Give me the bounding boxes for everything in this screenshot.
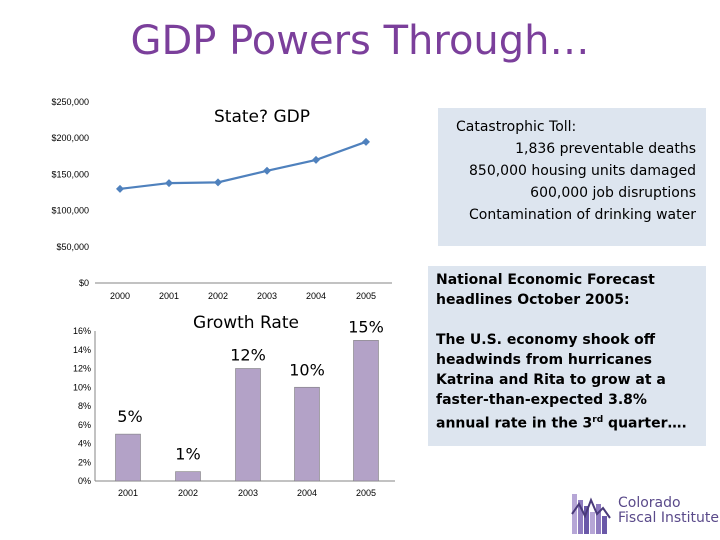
toll-heading: Catastrophic Toll: <box>456 119 577 135</box>
colorado-fiscal-institute-logo: Colorado Fiscal Institute <box>570 492 720 536</box>
forecast-body-sup: rd <box>592 415 604 425</box>
gdp-line-chart: State? GDP $0 $50,000 $100,000 $150,000 $200… <box>51 97 392 301</box>
toll-deaths: 1,836 preventable deaths <box>515 141 696 157</box>
growth-x-tick-label: 2005 <box>356 488 376 498</box>
growth-bar <box>353 340 379 482</box>
growth-data-label: 5% <box>117 407 142 426</box>
gdp-data-point <box>116 184 124 193</box>
growth-y-tick-label: 16% <box>73 326 91 336</box>
logo-text: Colorado Fiscal Institute <box>618 496 719 526</box>
gdp-data-point <box>214 178 222 187</box>
growth-x-tick-label: 2003 <box>238 488 258 498</box>
growth-chart-title: Growth Rate <box>193 313 299 333</box>
gdp-y-tick-label: $100,000 <box>51 206 89 216</box>
growth-y-tick-label: 6% <box>78 420 91 430</box>
gdp-x-tick-label: 2002 <box>208 291 228 301</box>
forecast-body-end: quarter…. <box>603 415 687 432</box>
forecast-body: The U.S. economy shook off headwinds fro… <box>436 330 700 434</box>
growth-data-label: 12% <box>230 346 266 365</box>
gdp-data-point <box>312 155 320 164</box>
growth-x-tick-label: 2002 <box>178 488 198 498</box>
slide-title: GDP Powers Through… <box>130 18 590 64</box>
growth-y-tick-label: 0% <box>78 476 91 486</box>
gdp-x-tick-label: 2004 <box>306 291 326 301</box>
gdp-data-point <box>263 166 271 175</box>
growth-y-tick-label: 10% <box>73 382 91 392</box>
growth-bar <box>294 386 320 482</box>
toll-housing: 850,000 housing units damaged <box>469 163 696 179</box>
forecast-heading: National Economic Forecast headlines Oct… <box>436 272 655 308</box>
growth-x-tick-label: 2001 <box>118 488 138 498</box>
gdp-y-tick-label: $0 <box>79 278 89 288</box>
growth-data-label: 15% <box>348 317 384 336</box>
forecast-body-text: The U.S. economy shook off headwinds fro… <box>436 332 666 432</box>
mountain-logo-icon <box>571 494 611 534</box>
gdp-x-tick-label: 2000 <box>110 291 130 301</box>
toll-jobs: 600,000 job disruptions <box>530 185 696 201</box>
gdp-x-tick-label: 2003 <box>257 291 277 301</box>
logo-line2: Fiscal Institute <box>618 510 719 526</box>
growth-y-tick-label: 12% <box>73 364 91 374</box>
catastrophic-toll-box: Catastrophic Toll: 1,836 preventable dea… <box>438 108 706 246</box>
growth-y-tick-label: 2% <box>78 457 91 467</box>
forecast-box: National Economic Forecast headlines Oct… <box>428 266 706 446</box>
growth-x-tick-label: 2004 <box>297 488 317 498</box>
gdp-data-point <box>362 137 370 146</box>
growth-y-tick-label: 4% <box>78 439 91 449</box>
growth-y-tick-label: 14% <box>73 345 91 355</box>
growth-rate-bar-chart: Growth Rate 0% 2% 4% 6% 8% 10% 12% 14% 16% 2001 2… <box>73 313 395 498</box>
gdp-series-line <box>119 140 367 190</box>
growth-bar <box>175 471 201 482</box>
gdp-y-tick-label: $150,000 <box>51 169 89 179</box>
growth-bar <box>235 368 261 482</box>
gdp-y-tick-label: $200,000 <box>51 133 89 143</box>
toll-water: Contamination of drinking water <box>469 207 696 223</box>
growth-data-label: 1% <box>175 445 200 464</box>
growth-data-label: 10% <box>289 360 325 379</box>
gdp-chart-title: State? GDP <box>214 107 310 127</box>
gdp-y-tick-label: $250,000 <box>51 97 89 107</box>
growth-bar <box>115 433 141 482</box>
gdp-data-point <box>165 179 173 188</box>
gdp-x-tick-label: 2005 <box>356 291 376 301</box>
growth-y-tick-label: 8% <box>78 401 91 411</box>
gdp-y-tick-label: $50,000 <box>56 242 89 252</box>
logo-line1: Colorado <box>618 495 681 511</box>
gdp-x-tick-label: 2001 <box>159 291 179 301</box>
